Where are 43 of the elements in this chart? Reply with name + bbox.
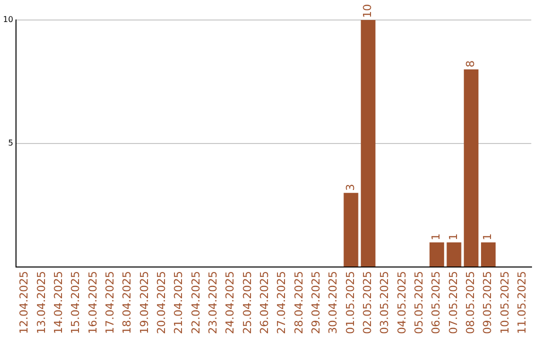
x-tick-label: 24.04.2025 xyxy=(224,271,237,334)
x-tick-label: 08.05.2025 xyxy=(464,271,478,334)
bar xyxy=(430,242,444,267)
x-tick-label: 19.04.2025 xyxy=(138,271,151,334)
x-tick-label: 14.04.2025 xyxy=(52,271,65,334)
data-label: 8 xyxy=(464,60,478,68)
bar xyxy=(344,192,358,267)
x-tick-label: 07.05.2025 xyxy=(446,271,460,334)
x-tick-label: 05.05.2025 xyxy=(412,271,426,334)
x-tick-label: 17.04.2025 xyxy=(103,271,116,334)
data-label: 1 xyxy=(430,233,443,240)
x-tick-label: 23.04.2025 xyxy=(206,271,220,334)
data-label: 1 xyxy=(446,233,460,240)
x-tick-label: 26.04.2025 xyxy=(258,271,271,334)
bar xyxy=(446,242,462,267)
x-tick-label: 15.04.2025 xyxy=(69,271,82,334)
x-tick-label: 09.05.2025 xyxy=(481,271,494,334)
x-tick-label: 28.04.2025 xyxy=(292,271,306,334)
bar xyxy=(481,242,496,267)
x-tick-label: 16.04.2025 xyxy=(86,271,100,334)
x-tick-label: 03.05.2025 xyxy=(378,271,392,334)
x-tick-label: 25.04.2025 xyxy=(240,271,254,334)
x-tick-label: 20.04.2025 xyxy=(154,271,168,334)
x-tick-label: 30.04.2025 xyxy=(326,271,340,334)
x-tick-label: 10.05.2025 xyxy=(498,271,512,334)
x-tick-label: 01.05.2025 xyxy=(344,271,357,334)
x-tick-label: 11.05.2025 xyxy=(516,271,529,334)
x-tick-label: 27.04.2025 xyxy=(275,271,288,334)
y-tick-label: 5 xyxy=(8,138,14,148)
bar xyxy=(360,20,376,267)
x-tick-label: 29.04.2025 xyxy=(309,271,322,334)
data-label: 3 xyxy=(344,184,357,191)
data-label: 10 xyxy=(361,4,374,18)
x-tick-label: 04.05.2025 xyxy=(395,271,408,334)
x-tick-label: 22.04.2025 xyxy=(189,271,202,334)
x-tick-label: 02.05.2025 xyxy=(361,271,374,334)
x-tick-label: 13.04.2025 xyxy=(34,271,48,334)
bar xyxy=(464,69,478,267)
x-tick-label: 06.05.2025 xyxy=(430,271,443,334)
x-tick-label: 21.04.2025 xyxy=(172,271,186,334)
data-label: 1 xyxy=(481,233,494,240)
x-tick-label: 18.04.2025 xyxy=(120,271,134,334)
x-tick-label: 12.04.2025 xyxy=(18,271,31,334)
